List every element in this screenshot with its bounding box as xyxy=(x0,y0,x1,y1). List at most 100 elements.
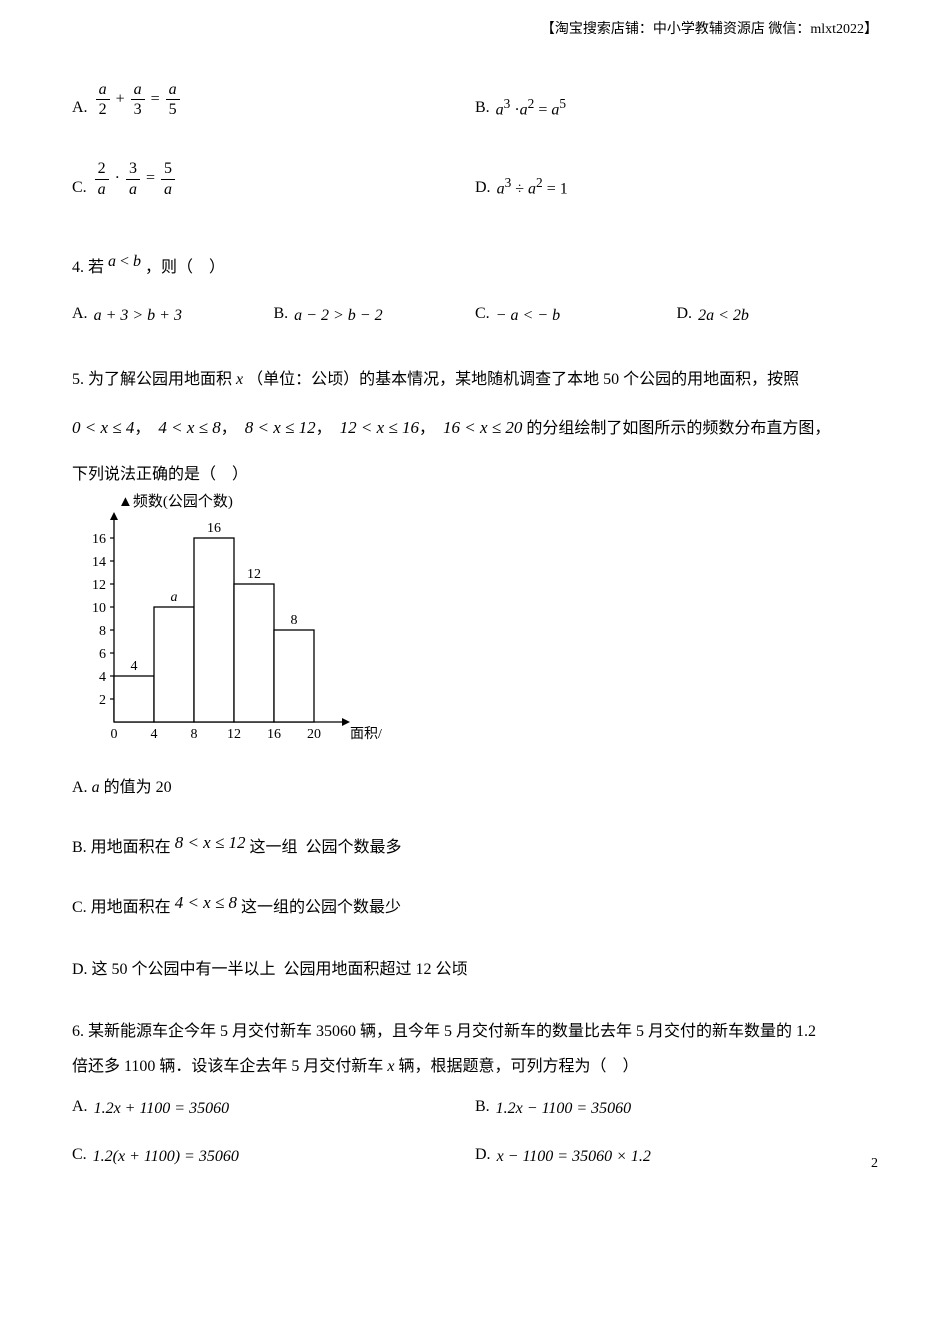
q5-option-c: C. 用地面积在 4 < x ≤ 8 这一组的公园个数最少 xyxy=(72,886,878,924)
option-letter: B. xyxy=(274,305,289,323)
svg-text:12: 12 xyxy=(227,727,241,742)
text: ，则（ ） xyxy=(145,259,225,276)
math-expr: a2 + a3 = a5 xyxy=(94,80,182,119)
svg-text:20: 20 xyxy=(307,727,321,742)
var: a xyxy=(528,181,536,198)
q6-stem: 6. 某新能源车企今年 5 月交付新车 35060 辆，且今年 5 月交付新车的… xyxy=(72,1014,878,1084)
text: 频数(公园个数) xyxy=(133,494,233,510)
svg-text:0: 0 xyxy=(111,727,118,742)
q6-option-b: B. 1.2x − 1100 = 35060 xyxy=(475,1098,878,1118)
svg-text:6: 6 xyxy=(99,647,106,662)
interval: 8 < x ≤ 12 xyxy=(245,418,316,437)
q5-intervals: 0 < x ≤ 4， 4 < x ≤ 8， 8 < x ≤ 12， 12 < x… xyxy=(72,414,878,438)
op: = xyxy=(534,101,551,118)
interval: 16 < x ≤ 20 xyxy=(443,418,522,437)
math-expr: 1.2x + 1100 = 35060 xyxy=(94,1100,230,1118)
text: B. 用地面积在 xyxy=(72,839,175,856)
math-expr: 2a · 3a = 5a xyxy=(93,159,177,198)
var: x xyxy=(232,371,247,388)
math-expr: 8 < x ≤ 12 xyxy=(175,833,246,852)
frac-num: a xyxy=(166,80,180,100)
frac-den: a xyxy=(95,180,109,199)
q3-option-a: A. a2 + a3 = a5 xyxy=(72,80,475,119)
frac-den: a xyxy=(126,180,140,199)
var: a xyxy=(497,181,505,198)
interval: 12 < x ≤ 16 xyxy=(340,418,419,437)
op: · xyxy=(510,101,519,118)
q4-option-a: A. a + 3 > b + 3 xyxy=(72,305,274,325)
option-letter: D. xyxy=(475,1146,491,1164)
svg-text:16: 16 xyxy=(207,521,221,536)
text: （单位：公顷）的基本情况，某地随机调查了本地 50 个公园的用地面积，按照 xyxy=(247,371,799,388)
text: 6. 某新能源车企今年 5 月交付新车 35060 辆，且今年 5 月交付新车的… xyxy=(72,1014,878,1049)
op: = xyxy=(146,170,155,187)
op: + xyxy=(116,90,125,107)
svg-text:8: 8 xyxy=(291,613,298,628)
separator: ， xyxy=(221,420,245,437)
text: 辆，根据题意，可列方程为（ ） xyxy=(395,1058,639,1075)
svg-text:4: 4 xyxy=(151,727,158,742)
y-axis-label: ▲频数(公园个数) xyxy=(118,490,233,511)
q3-options-row2: C. 2a · 3a = 5a D. a3 ÷ a2 = 1 xyxy=(72,159,878,198)
expr: 2a < 2b xyxy=(698,307,749,324)
q6-option-d: D.x − 1100 = 35060 × 1.2 xyxy=(475,1146,878,1166)
separator: ， xyxy=(134,420,158,437)
var: b xyxy=(133,253,141,270)
option-letter: D. xyxy=(475,179,491,197)
math-expr: − a < − b xyxy=(496,307,560,325)
op: = xyxy=(151,90,160,107)
math-expr: 1.2x − 1100 = 35060 xyxy=(496,1100,632,1118)
svg-text:10: 10 xyxy=(92,601,106,616)
svg-text:16: 16 xyxy=(92,532,106,547)
math-expr: 1.2(x + 1100) = 35060 xyxy=(93,1148,239,1166)
q4-option-b: B. a − 2 > b − 2 xyxy=(274,305,476,325)
q4-option-c: C. − a < − b xyxy=(475,305,677,325)
svg-text:2: 2 xyxy=(99,693,106,708)
svg-text:面积/公顷: 面积/公顷 xyxy=(350,726,382,742)
q3-option-d: D. a3 ÷ a2 = 1 xyxy=(475,159,878,198)
option-letter: A. xyxy=(72,305,88,323)
math-expr: a + 3 > b + 3 xyxy=(94,307,182,325)
q3-option-c: C. 2a · 3a = 5a xyxy=(72,159,475,198)
text: 这一组的公园个数最少 xyxy=(237,899,401,916)
q4-options: A. a + 3 > b + 3 B. a − 2 > b − 2 C. − a < … xyxy=(72,305,878,325)
option-letter: B. xyxy=(475,1098,490,1116)
exp: 5 xyxy=(559,96,566,111)
q5-stem: 5. 为了解公园用地面积 x （单位：公顷）的基本情况，某地随机调查了本地 50… xyxy=(72,361,878,399)
text: 4. 若 xyxy=(72,259,104,276)
svg-text:12: 12 xyxy=(92,578,106,593)
text: A. xyxy=(72,779,92,796)
q5-histogram: ▲频数(公园个数) 2468101214160481216204a16128面积… xyxy=(72,490,878,750)
text: 倍还多 1100 辆．设该车企去年 5 月交付新车 xyxy=(72,1058,387,1075)
frac-num: 2 xyxy=(95,159,109,179)
frac-num: 5 xyxy=(161,159,175,179)
option-letter: A. xyxy=(72,99,88,117)
svg-text:8: 8 xyxy=(99,624,106,639)
math-expr: a − 2 > b − 2 xyxy=(294,307,382,325)
q4-stem: 4. 若 a < b ，则（ ） xyxy=(72,243,878,287)
expr: − a < − b xyxy=(496,307,560,324)
frac-den: a xyxy=(161,180,175,199)
option-letter: A. xyxy=(72,1098,88,1116)
math-expr: a3 ·a2 = a5 xyxy=(496,96,566,119)
option-letter: C. xyxy=(72,1146,87,1164)
interval: 4 < x ≤ 8 xyxy=(158,418,220,437)
frac-den: 5 xyxy=(166,100,180,119)
exp: 2 xyxy=(536,175,543,190)
option-letter: C. xyxy=(475,305,490,323)
op: · xyxy=(115,170,120,187)
var: a xyxy=(92,779,100,796)
var: a xyxy=(108,253,116,270)
expr: a + 3 > b + 3 xyxy=(94,307,182,324)
expr: a − 2 > b − 2 xyxy=(294,307,382,324)
math-expr: a3 ÷ a2 = 1 xyxy=(497,175,568,198)
q6-options-row1: A. 1.2x + 1100 = 35060 B. 1.2x − 1100 = 35… xyxy=(72,1098,878,1118)
q5-question: 下列说法正确的是（ ） xyxy=(72,460,878,484)
separator: ， xyxy=(419,420,443,437)
separator: ， xyxy=(316,420,340,437)
frac-num: a xyxy=(96,80,110,100)
q3-options-row1: A. a2 + a3 = a5 B. a3 ·a2 = a5 xyxy=(72,80,878,119)
op: ÷ xyxy=(511,181,528,198)
var: a xyxy=(496,101,504,118)
q5-option-d: D. 这 50 个公园中有一半以上 公园用地面积超过 12 公顷 xyxy=(72,954,878,986)
